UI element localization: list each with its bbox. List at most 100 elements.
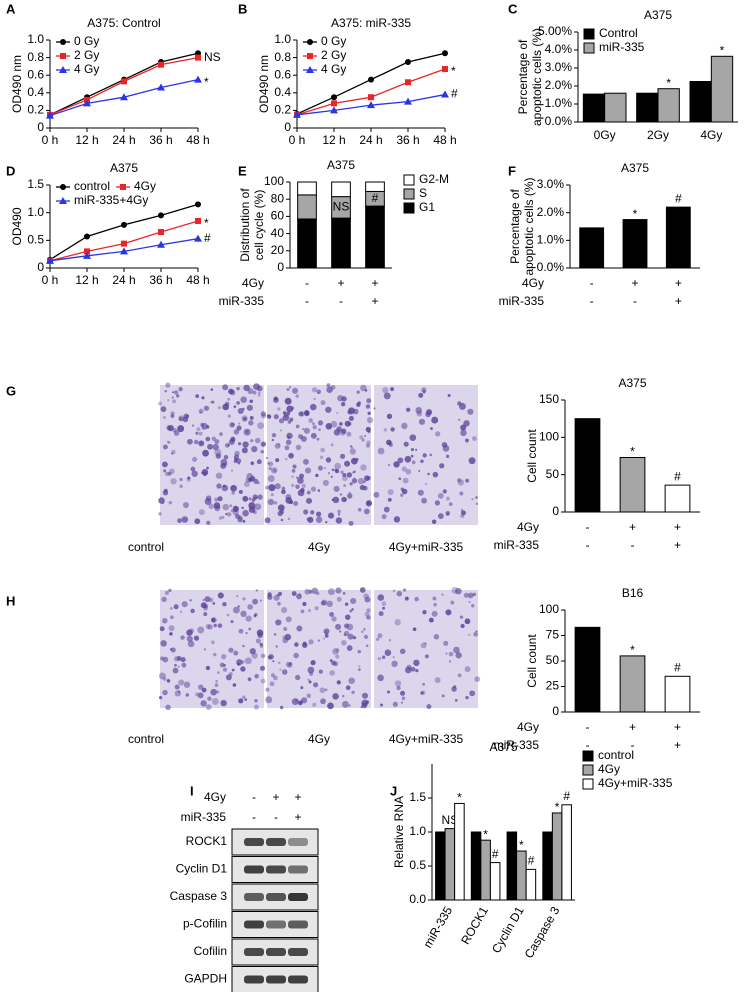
cell	[427, 472, 430, 476]
cell	[222, 384, 229, 391]
cell	[433, 603, 437, 607]
x-tick-label: 0Gy	[594, 128, 616, 142]
cell	[170, 615, 174, 620]
marker	[194, 234, 202, 242]
cell	[180, 610, 183, 613]
cell	[366, 615, 371, 620]
cell	[323, 467, 327, 470]
cell	[348, 415, 354, 421]
cell	[253, 383, 260, 390]
marker	[331, 94, 337, 101]
condition-sign: -	[633, 294, 637, 308]
cell	[165, 382, 171, 388]
cell	[326, 600, 333, 608]
cell	[399, 648, 406, 655]
cell	[230, 469, 233, 472]
cell	[393, 516, 401, 523]
cell	[338, 421, 343, 426]
cell	[390, 387, 395, 392]
blot-band	[244, 865, 264, 874]
cell	[210, 388, 214, 391]
cell	[301, 483, 306, 489]
cell	[390, 427, 395, 432]
marker	[195, 54, 201, 61]
cell	[336, 680, 341, 685]
panel-label: G	[6, 383, 16, 398]
cell	[257, 481, 260, 485]
cell	[237, 442, 242, 446]
cell	[475, 496, 478, 499]
cell	[208, 597, 214, 603]
cell	[193, 635, 200, 641]
cell	[248, 420, 254, 426]
condition-sign: -	[586, 720, 590, 734]
cell	[294, 642, 299, 647]
annotation: *	[630, 643, 635, 657]
cell	[325, 423, 333, 430]
cell	[200, 422, 205, 427]
condition-sign: -	[252, 790, 256, 804]
cell	[410, 666, 416, 672]
cell	[295, 444, 302, 451]
cell	[445, 454, 450, 459]
x-tick-label: Cyclin D1	[489, 904, 527, 956]
panel-label: B	[238, 1, 247, 16]
cell	[349, 448, 357, 455]
y-axis-label: OD490 nm	[10, 55, 24, 113]
cell	[230, 620, 234, 624]
cell	[163, 488, 168, 493]
cell	[400, 487, 405, 492]
cell	[270, 493, 274, 497]
marker	[368, 94, 374, 101]
cell	[164, 471, 170, 477]
cell	[324, 631, 328, 635]
micrograph-label: 4Gy+miR-335	[389, 732, 464, 746]
micrograph	[373, 385, 478, 525]
cell	[250, 439, 254, 443]
condition-sign: +	[272, 790, 279, 804]
cell	[181, 601, 188, 608]
cell	[365, 426, 371, 433]
cell	[298, 700, 303, 706]
cell	[424, 483, 427, 486]
cell	[286, 405, 294, 413]
series	[293, 90, 449, 118]
bar	[622, 219, 648, 269]
x-tick-label: 2Gy	[647, 128, 669, 142]
cell	[232, 683, 237, 687]
y-tick-label: 1.0	[27, 205, 44, 219]
cell	[247, 604, 253, 610]
cell	[465, 478, 470, 483]
cell	[187, 640, 195, 648]
cell	[171, 452, 174, 455]
cell	[361, 438, 365, 442]
cell	[282, 411, 287, 415]
marker	[158, 61, 164, 68]
cell	[277, 601, 281, 606]
cell	[361, 702, 368, 709]
cell	[356, 402, 361, 407]
cell	[251, 652, 258, 659]
cell	[441, 442, 448, 448]
cell	[213, 652, 217, 657]
cell	[169, 468, 175, 475]
annotation: *	[633, 207, 638, 221]
annotation: *	[451, 64, 456, 78]
cell	[307, 516, 314, 523]
marker	[330, 106, 338, 114]
y-tick-label: 2.0%	[537, 205, 565, 219]
cell	[418, 469, 421, 472]
cell	[435, 431, 441, 437]
cell	[431, 416, 439, 424]
cell	[251, 445, 258, 453]
cell	[359, 587, 366, 593]
y-tick-label: 0.0	[409, 892, 426, 906]
condition-sign: -	[586, 538, 590, 552]
cell	[238, 628, 244, 634]
cell	[296, 593, 302, 600]
cell	[325, 520, 328, 524]
panel-label: H	[6, 593, 15, 608]
blot-band	[266, 948, 286, 956]
cell	[174, 663, 177, 667]
cell	[169, 632, 173, 636]
